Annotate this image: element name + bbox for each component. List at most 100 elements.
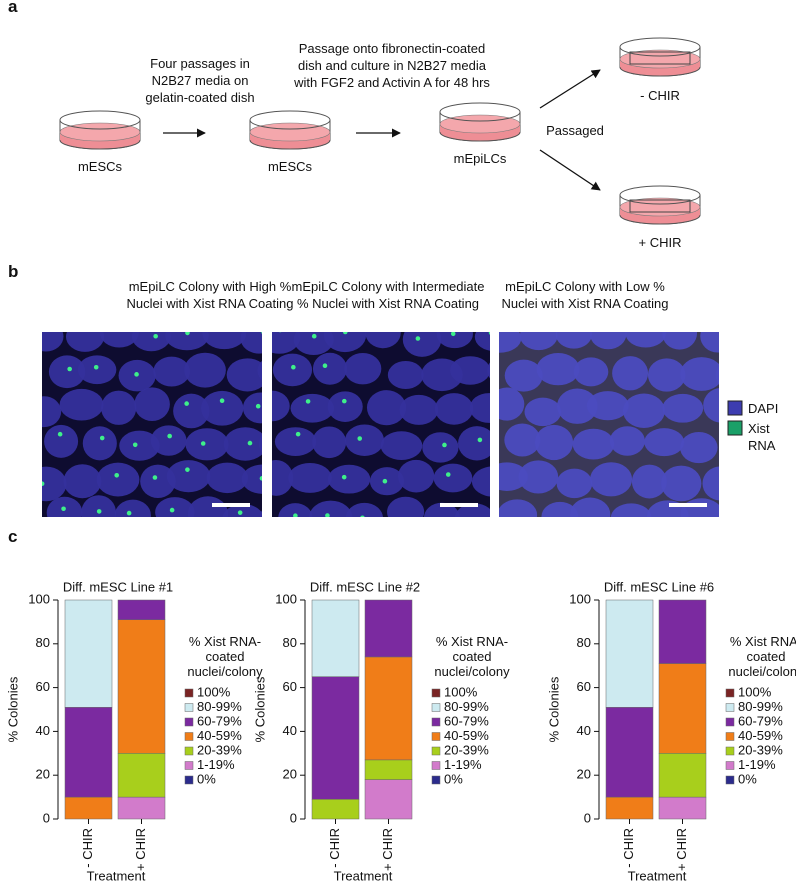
xist-signal	[342, 332, 348, 335]
insert	[629, 51, 691, 65]
xist-signal	[360, 515, 365, 517]
legend-label: 20-39%	[738, 742, 783, 757]
xist-signal	[247, 440, 253, 446]
bar-segment	[117, 796, 166, 820]
xist-signal	[293, 513, 298, 517]
legend-label: 1-19%	[197, 757, 235, 772]
nucleus	[504, 423, 541, 457]
bar-segment	[311, 676, 360, 800]
nucleus	[202, 332, 247, 350]
xist-signal	[255, 403, 261, 409]
bar-segment	[658, 753, 707, 798]
legend-swatch	[431, 732, 441, 741]
xist-signal	[134, 372, 139, 377]
legend-swatch	[725, 761, 735, 770]
legend-label: 20-39%	[197, 742, 242, 757]
nucleus	[42, 332, 64, 352]
nucleus	[499, 332, 522, 353]
branch-label: Passaged	[546, 123, 604, 138]
x-tick-label: - CHIR	[327, 828, 342, 868]
nucleus	[187, 496, 229, 517]
y-tick-label: 60	[36, 679, 50, 694]
y-tick-label: 80	[283, 635, 297, 650]
legend-label: 40-59%	[197, 728, 242, 743]
nucleus	[44, 424, 79, 458]
xist-signal	[259, 476, 262, 481]
bar-segment	[364, 599, 413, 658]
nucleus	[499, 499, 538, 517]
y-tick-label: 40	[283, 723, 297, 738]
y-tick-label: 0	[43, 810, 50, 825]
nucleus	[555, 332, 593, 349]
legend-title: % Xist RNA-coated nuclei/colony	[187, 634, 263, 679]
nucleus	[59, 388, 104, 421]
caption: Passage onto fibronectin-coated dish and…	[294, 41, 490, 90]
legend-label: 0%	[738, 771, 757, 786]
x-tick-label: + CHIR	[674, 828, 689, 871]
x-tick-label: + CHIR	[133, 828, 148, 871]
x-tick-label: + CHIR	[380, 828, 395, 871]
legend-label: 1-19%	[444, 757, 482, 772]
nucleus	[625, 332, 667, 348]
nucleus	[101, 390, 137, 425]
image-title: mEpiLC Colony with Intermediate % Nuclei…	[291, 279, 485, 311]
nucleus	[257, 360, 262, 381]
nucleus	[274, 427, 317, 457]
nucleus	[99, 332, 139, 348]
legend-title: % Xist RNA-coated nuclei/colony	[434, 634, 510, 679]
panel-label: a	[8, 0, 18, 16]
xist-signal	[99, 435, 105, 441]
nucleus	[323, 332, 367, 353]
nucleus	[345, 502, 383, 517]
xist-signal	[222, 326, 227, 331]
nucleus	[77, 355, 117, 385]
nucleus	[272, 353, 313, 387]
x-tick-label: - CHIR	[621, 828, 636, 868]
nucleus	[518, 460, 559, 494]
nucleus	[223, 427, 262, 461]
arrows	[163, 69, 601, 191]
xist-signal	[96, 509, 102, 514]
nucleus	[166, 460, 211, 493]
nucleus	[622, 393, 665, 428]
nucleus	[715, 365, 719, 385]
nucleus	[288, 462, 332, 493]
nucleus	[387, 360, 424, 390]
nucleus	[173, 393, 210, 429]
bar-segment	[364, 759, 413, 780]
bar-segment	[364, 779, 413, 820]
nucleus	[241, 464, 262, 494]
nucleus	[487, 362, 490, 379]
xist-signal	[61, 506, 66, 512]
legend-swatch	[431, 688, 441, 698]
legend-label: 80-99%	[197, 699, 242, 714]
xist-signal	[200, 441, 206, 446]
nucleus	[609, 426, 645, 456]
scale-bar	[212, 503, 250, 507]
y-tick-label: 20	[36, 767, 50, 782]
bar-segment	[658, 663, 707, 754]
nucleus	[63, 464, 102, 499]
y-axis-label: % Colonies	[546, 676, 561, 742]
x-axis-label: Treatment	[334, 868, 393, 883]
nucleus	[312, 426, 347, 459]
micrograph	[499, 332, 719, 517]
nucleus	[556, 468, 593, 499]
bar-segment	[64, 707, 113, 798]
nucleus	[573, 357, 609, 387]
y-tick-label: 60	[577, 679, 591, 694]
nucleus	[703, 388, 719, 423]
nucleus	[293, 332, 334, 356]
legend-label: DAPI	[748, 401, 779, 416]
nucleus	[612, 356, 649, 391]
xist-signal	[341, 474, 347, 480]
nucleus	[534, 424, 574, 461]
legend-label: 100%	[444, 684, 478, 699]
nucleus	[680, 431, 718, 464]
nucleus	[454, 503, 490, 517]
y-tick-label: 40	[577, 723, 591, 738]
nucleus	[185, 428, 229, 461]
xist-signal	[342, 398, 347, 404]
nucleus	[436, 332, 473, 349]
legend-swatch	[184, 717, 194, 727]
